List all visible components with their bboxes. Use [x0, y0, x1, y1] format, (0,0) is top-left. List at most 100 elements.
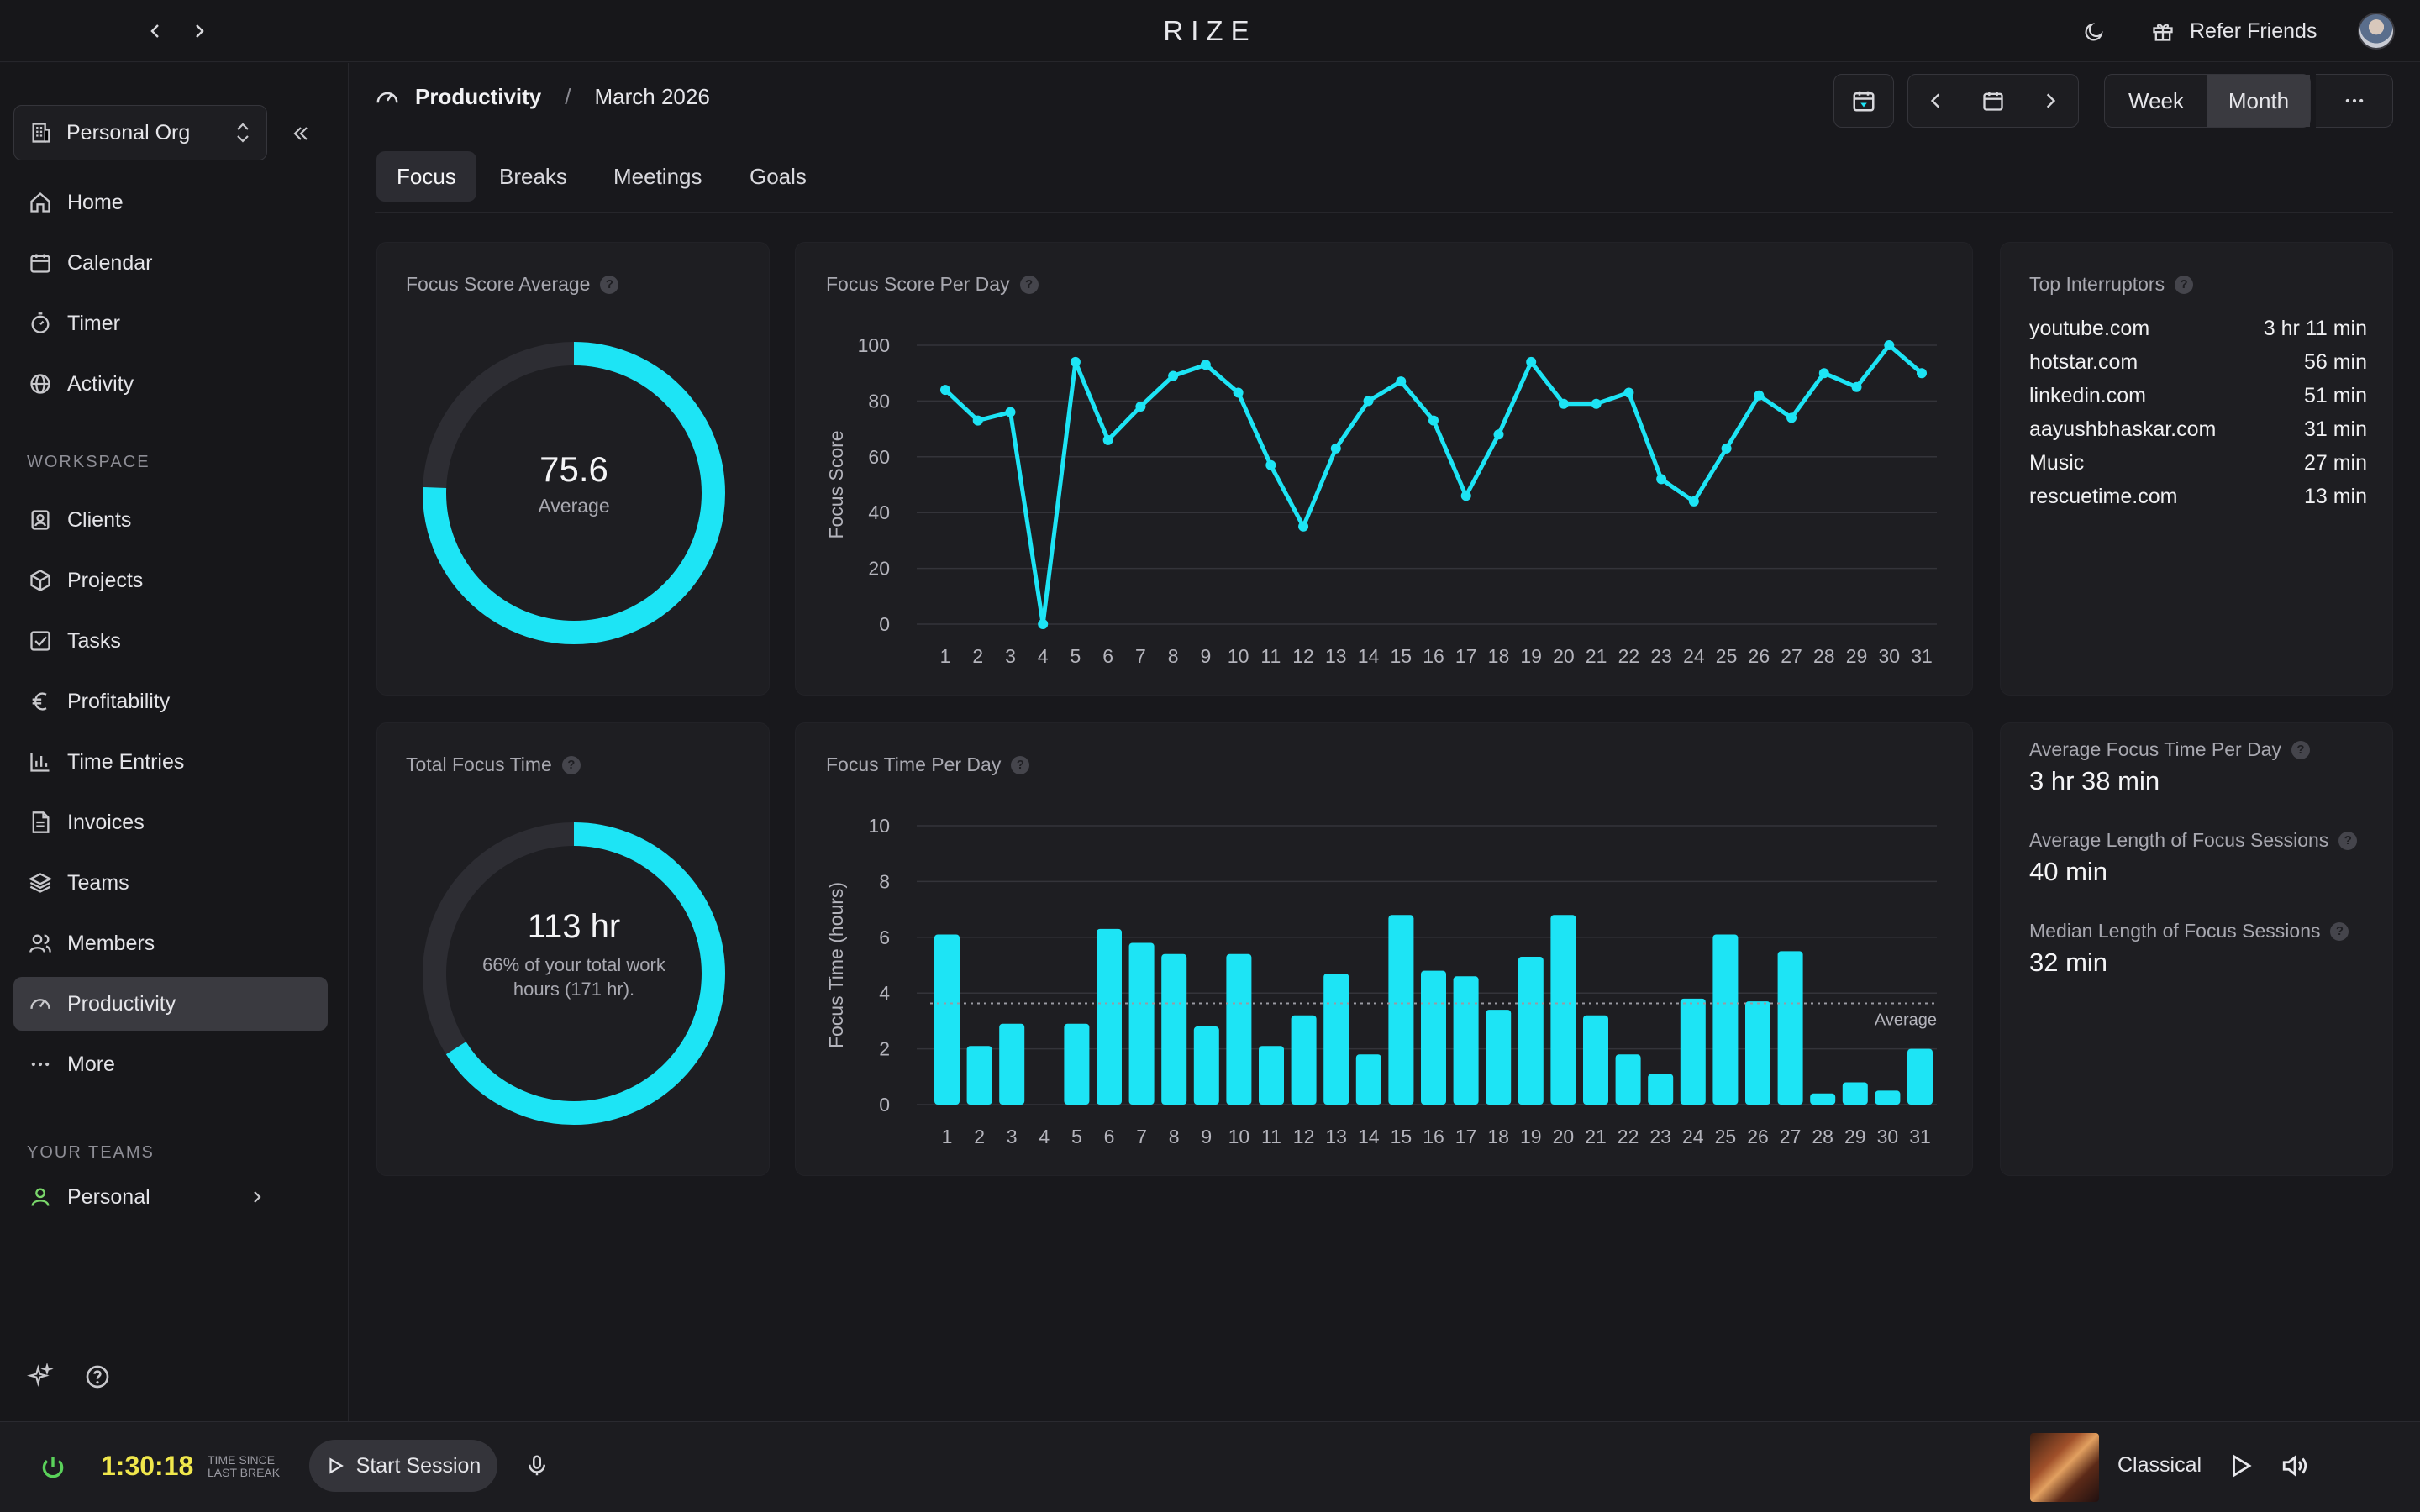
- data-point: [1428, 415, 1439, 426]
- x-tick-label: 27: [1780, 1126, 1802, 1147]
- calendar-icon[interactable]: [1981, 89, 2005, 113]
- team-personal[interactable]: Personal: [13, 1170, 266, 1224]
- microphone-icon[interactable]: [524, 1453, 550, 1478]
- org-switcher[interactable]: Personal Org: [13, 105, 267, 160]
- forward-button[interactable]: [185, 17, 213, 45]
- data-point: [1688, 496, 1699, 507]
- stat-value: 40 min: [2029, 857, 2108, 886]
- nav-time-entries[interactable]: Time Entries: [13, 735, 328, 789]
- y-tick-label: 0: [879, 613, 890, 635]
- nav-tasks[interactable]: Tasks: [13, 614, 328, 668]
- help-icon[interactable]: ?: [600, 275, 619, 294]
- breadcrumb-section[interactable]: Productivity: [415, 84, 542, 109]
- nav-calendar[interactable]: Calendar: [13, 236, 328, 290]
- nav-timer[interactable]: Timer: [13, 297, 328, 350]
- help-icon[interactable]: ?: [1011, 755, 1030, 774]
- tab-goals[interactable]: Goals: [750, 163, 807, 189]
- sparkles-icon[interactable]: [27, 1363, 54, 1390]
- range-week-button[interactable]: Week: [2128, 87, 2184, 113]
- theme-toggle-button[interactable]: [2079, 17, 2109, 47]
- interruptor-time: 3 hr 11 min: [2263, 316, 2367, 340]
- focus-time-per-day-title-text: Focus Time Per Day: [826, 753, 1002, 775]
- total-focus-donut: [423, 822, 725, 1125]
- x-tick-label: 5: [1071, 645, 1081, 667]
- help-icon[interactable]: [84, 1363, 111, 1390]
- list-item[interactable]: youtube.com 3 hr 11 min: [2029, 312, 2367, 345]
- tab-focus[interactable]: Focus: [376, 151, 476, 202]
- list-item[interactable]: rescuetime.com 13 min: [2029, 480, 2367, 513]
- bar: [934, 934, 960, 1105]
- top-interruptors-title-text: Top Interruptors: [2029, 273, 2165, 295]
- nav-profitability-label: Profitability: [67, 689, 171, 713]
- y-tick-label: 0: [879, 1094, 890, 1116]
- play-icon[interactable]: [2227, 1452, 2255, 1480]
- help-icon[interactable]: ?: [2338, 831, 2358, 850]
- help-icon[interactable]: ?: [1019, 275, 1039, 294]
- data-point: [1265, 459, 1276, 470]
- nav-invoices[interactable]: Invoices: [13, 795, 328, 849]
- next-period-icon[interactable]: [2041, 92, 2060, 110]
- bar: [1291, 1015, 1317, 1105]
- focus-score-average-card: Focus Score Average ? 75.6 Average: [376, 242, 770, 696]
- workspace-section-label: WORKSPACE: [27, 453, 150, 471]
- nav-activity[interactable]: Activity: [13, 357, 328, 411]
- range-month-button[interactable]: Month: [2207, 75, 2310, 127]
- user-avatar[interactable]: [2358, 13, 2395, 50]
- period-navigator: [1907, 74, 2079, 128]
- volume-icon[interactable]: [2281, 1452, 2309, 1480]
- focus-score-donut: [423, 342, 725, 644]
- y-tick-label: 6: [879, 927, 890, 948]
- help-icon[interactable]: ?: [2175, 275, 2194, 294]
- prev-period-icon[interactable]: [1927, 92, 1945, 110]
- nav-productivity[interactable]: Productivity: [13, 977, 328, 1031]
- break-timer-label: TIME SINCE LAST BREAK: [208, 1454, 280, 1479]
- tab-breaks[interactable]: Breaks: [499, 163, 567, 189]
- data-point: [1102, 434, 1113, 445]
- nav-profitability[interactable]: Profitability: [13, 675, 328, 728]
- list-item[interactable]: linkedin.com 51 min: [2029, 379, 2367, 412]
- more-options-button[interactable]: [2316, 74, 2393, 128]
- x-tick-label: 8: [1169, 1126, 1180, 1147]
- bar: [1810, 1093, 1836, 1105]
- bar: [1388, 915, 1414, 1105]
- x-tick-label: 29: [1844, 1126, 1866, 1147]
- x-tick-label: 30: [1878, 645, 1900, 667]
- user-icon: [31, 1188, 50, 1206]
- bar: [1486, 1010, 1512, 1105]
- x-tick-label: 9: [1201, 1126, 1212, 1147]
- list-item[interactable]: aayushbhaskar.com 31 min: [2029, 412, 2367, 446]
- nav-teams[interactable]: Teams: [13, 856, 328, 910]
- focus-score-average-value: 75.6: [539, 449, 608, 489]
- start-session-button[interactable]: Start Session: [309, 1440, 497, 1492]
- back-button[interactable]: [141, 17, 170, 45]
- refer-friends-button[interactable]: Refer Friends: [2151, 14, 2317, 48]
- nav-more[interactable]: More: [13, 1037, 328, 1091]
- y-tick-label: 10: [868, 815, 890, 837]
- power-icon[interactable]: [39, 1453, 67, 1482]
- nav-clients[interactable]: Clients: [13, 493, 328, 547]
- stat-value: 3 hr 38 min: [2029, 766, 2160, 795]
- nav-members[interactable]: Members: [13, 916, 328, 970]
- stat-label: Average Length of Focus Sessions: [2029, 829, 2329, 851]
- collapse-sidebar-button[interactable]: [286, 118, 316, 149]
- nav-home[interactable]: Home: [13, 176, 328, 229]
- y-tick-label: 2: [879, 1038, 890, 1060]
- list-item[interactable]: hotstar.com 56 min: [2029, 345, 2367, 379]
- x-tick-label: 29: [1846, 645, 1868, 667]
- help-icon[interactable]: ?: [2330, 921, 2349, 941]
- bar: [1097, 928, 1122, 1105]
- today-button[interactable]: [1833, 74, 1894, 128]
- breadcrumb-separator: /: [565, 84, 571, 109]
- nav-projects[interactable]: Projects: [13, 554, 328, 607]
- help-icon[interactable]: ?: [2291, 740, 2310, 759]
- list-item[interactable]: Music 27 min: [2029, 446, 2367, 480]
- x-tick-label: 5: [1071, 1126, 1082, 1147]
- bar: [1777, 951, 1803, 1105]
- help-icon[interactable]: ?: [561, 755, 581, 774]
- x-tick-label: 2: [972, 645, 983, 667]
- data-point: [1623, 387, 1634, 398]
- focus-score-per-day-title-text: Focus Score Per Day: [826, 273, 1010, 295]
- tab-meetings[interactable]: Meetings: [613, 163, 702, 189]
- gauge-icon: [30, 999, 50, 1009]
